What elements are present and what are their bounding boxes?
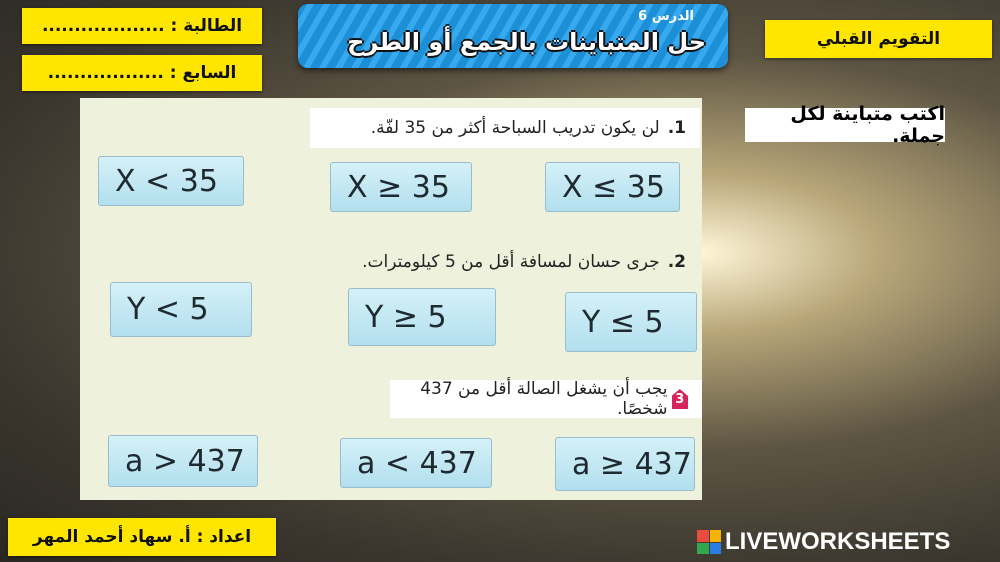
brand-name: LIVEWORKSHEETS bbox=[725, 528, 951, 555]
question-text: لن يكون تدريب السباحة أكثر من 35 لفّة. bbox=[370, 118, 660, 138]
grade-field: السابع : .................. bbox=[22, 55, 262, 91]
question-2: 2. جرى حسان لمسافة أقل من 5 كيلومترات. bbox=[295, 243, 700, 281]
student-name-field: الطالبة : ................... bbox=[22, 8, 262, 44]
lesson-banner: الدرس 6 حل المتباينات بالجمع أو الطرح bbox=[298, 4, 728, 68]
lesson-title: حل المتباينات بالجمع أو الطرح bbox=[347, 28, 706, 56]
question-1: 1. لن يكون تدريب السباحة أكثر من 35 لفّة. bbox=[310, 108, 700, 148]
answer-option[interactable]: Y ≤ 5 bbox=[565, 292, 697, 352]
answer-option[interactable]: Y < 5 bbox=[110, 282, 252, 337]
question-number: 1. bbox=[667, 118, 686, 138]
question-text: يجب أن يشغل الصالة أقل من 437 شخصًا. bbox=[420, 379, 668, 419]
question-number: 2. bbox=[667, 252, 686, 272]
answer-option[interactable]: a < 437 bbox=[340, 438, 492, 488]
answer-option[interactable]: X ≥ 35 bbox=[330, 162, 472, 212]
answer-option[interactable]: X ≤ 35 bbox=[545, 162, 680, 212]
liveworksheets-logo: LIVEWORKSHEETS bbox=[697, 528, 950, 556]
question-3: 3 يجب أن يشغل الصالة أقل من 437 شخصًا. bbox=[390, 379, 702, 419]
home-number-icon: 3 bbox=[671, 389, 688, 409]
question-text: جرى حسان لمسافة أقل من 5 كيلومترات. bbox=[362, 252, 660, 272]
answer-option[interactable]: X < 35 bbox=[98, 156, 244, 206]
logo-icon bbox=[697, 530, 721, 554]
answer-option[interactable]: a > 437 bbox=[108, 435, 258, 487]
lesson-number: الدرس 6 bbox=[638, 9, 694, 24]
author-label: اعداد : أ. سهاد أحمد المهر bbox=[8, 518, 276, 556]
answer-option[interactable]: a ≥ 437 bbox=[555, 437, 695, 491]
section-label: التقويم القبلي bbox=[765, 20, 992, 58]
instruction: اكتب متباينة لكل جملة. bbox=[745, 103, 945, 147]
answer-option[interactable]: Y ≥ 5 bbox=[348, 288, 496, 346]
